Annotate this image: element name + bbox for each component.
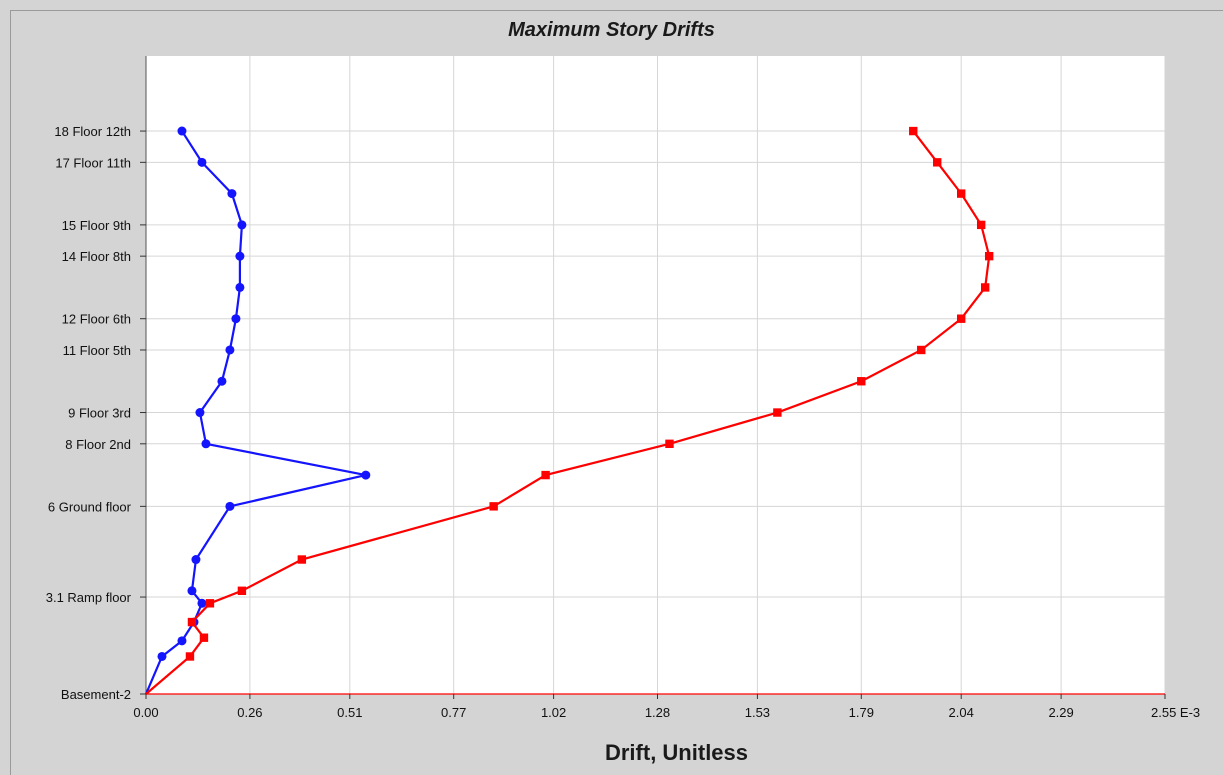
series-1-point <box>361 470 371 480</box>
y-tick-label: 12 Floor 6th <box>62 312 131 327</box>
series-1-point <box>197 157 207 167</box>
x-tick-label: 2.29 <box>1048 705 1073 720</box>
series-1-point <box>235 251 245 261</box>
chart-title: Maximum Story Drifts <box>508 19 715 41</box>
y-tick-label: 9 Floor 3rd <box>68 406 131 421</box>
x-tick-label: 0.00 <box>133 705 158 720</box>
x-tick-label: 2.04 <box>949 705 974 720</box>
series-1-point <box>187 586 197 596</box>
series-1-point <box>231 314 241 324</box>
series-1-point <box>177 636 187 646</box>
plot-background <box>146 56 1165 694</box>
series-1-point <box>237 220 247 230</box>
series-2-point <box>237 586 247 595</box>
y-tick-label: 11 Floor 5th <box>63 343 131 358</box>
y-tick-label: 6 Ground floor <box>48 499 132 514</box>
x-tick-label: 1.79 <box>849 705 874 720</box>
series-2-point <box>933 158 942 167</box>
x-tick-label: 0.26 <box>237 705 262 720</box>
series-2-point <box>541 470 550 480</box>
grid-layer <box>145 56 1166 695</box>
series-1-point <box>227 189 237 199</box>
x-tick-label: 0.51 <box>337 705 362 720</box>
series-2-point <box>957 314 966 323</box>
x-tick-label: 1.02 <box>541 705 566 720</box>
series-1-point <box>157 651 167 661</box>
series-1-point <box>177 126 187 136</box>
series-2-point <box>187 617 197 627</box>
series-1-point <box>217 376 227 386</box>
series-2-point <box>980 283 990 292</box>
series-2-point <box>489 502 498 511</box>
series-1-point <box>235 282 245 292</box>
series-2-point <box>976 220 986 230</box>
series-1-point <box>225 345 235 355</box>
y-tick-label: Basement-2 <box>61 687 131 702</box>
series-1-point <box>197 598 207 608</box>
series-2-point <box>909 126 918 136</box>
series-2-point <box>665 439 674 449</box>
series-2-point <box>957 189 966 198</box>
series-2-point <box>199 633 209 642</box>
y-tick-label: 14 Floor 8th <box>62 249 131 264</box>
series-1-point <box>191 555 201 565</box>
tick-layer: 0.00 0.26 0.51 0.77 1.02 1.28 1.53 1.79 2.04 2.29… <box>46 124 1200 720</box>
series-2-point <box>297 555 307 564</box>
y-tick-label: 17 Floor 11th <box>55 155 131 170</box>
x-tick-label: 1.53 <box>745 705 770 720</box>
x-tick-label: 1.28 <box>645 705 670 720</box>
y-tick-label: 8 Floor 2nd <box>65 437 131 452</box>
series-2-point <box>984 251 994 261</box>
series-2-point <box>857 377 866 386</box>
series-2-point <box>185 652 195 661</box>
series-2-point <box>917 345 926 355</box>
series-layer <box>144 126 994 695</box>
y-tick-label: 15 Floor 9th <box>62 218 131 233</box>
series-2-point <box>773 408 782 417</box>
series-1-point <box>201 439 211 449</box>
x-axis-label: Drift, Unitless <box>604 740 749 765</box>
series-1-point <box>195 408 205 418</box>
y-tick-label: 3.1 Ramp floor <box>46 590 132 605</box>
y-tick-label: 18 Floor 12th <box>54 124 131 139</box>
series-2-point <box>205 599 215 608</box>
series-1-point <box>225 501 235 511</box>
x-tick-label: 0.77 <box>441 705 466 720</box>
x-tick-label: 2.55 E-3 <box>1151 705 1200 720</box>
